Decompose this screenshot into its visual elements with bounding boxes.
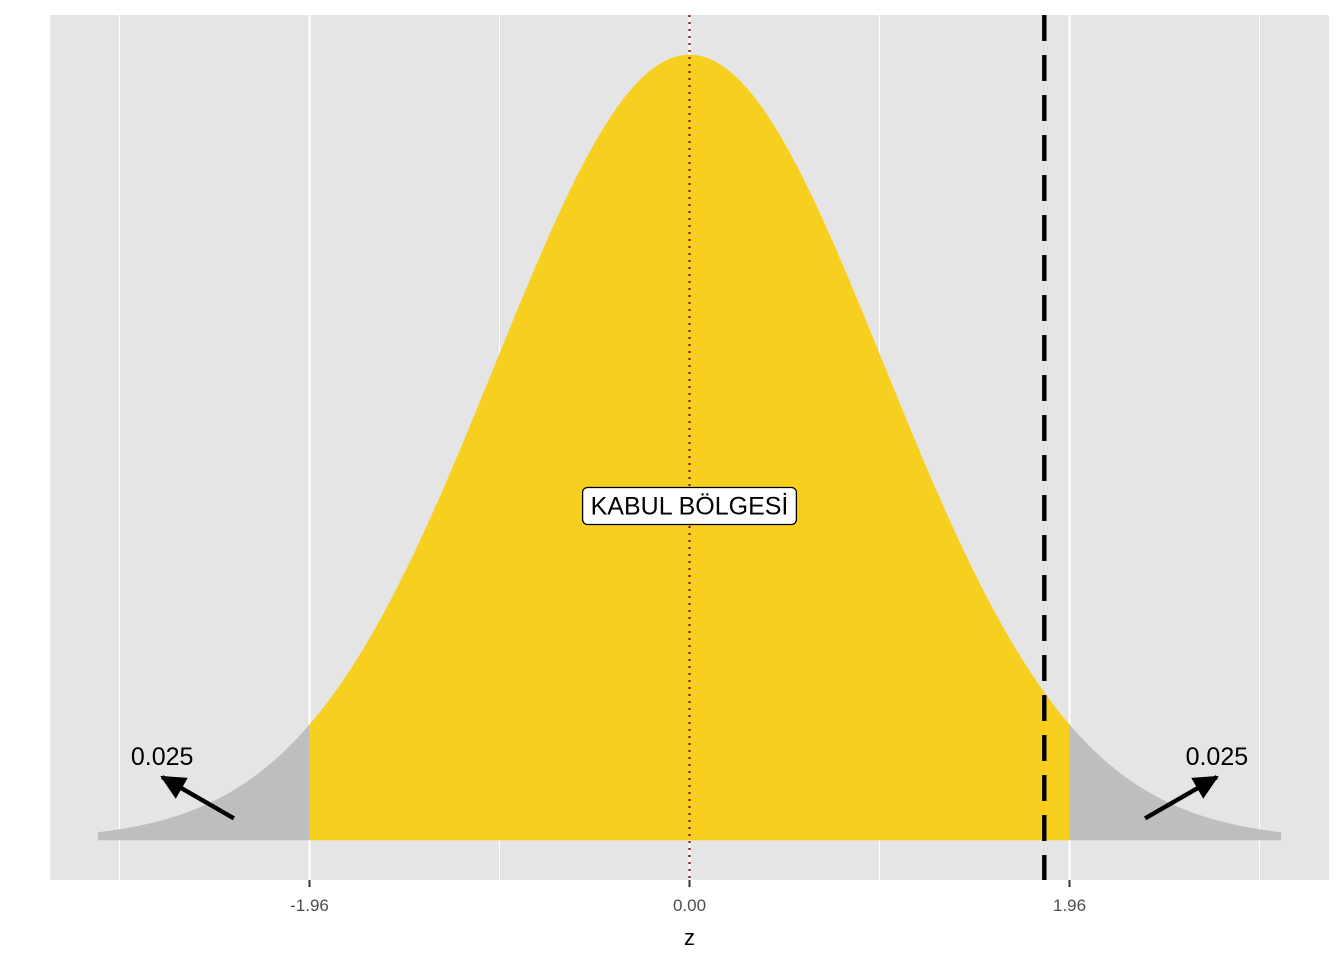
x-axis-ticks: -1.96 0.00 1.96 <box>290 880 1086 915</box>
x-axis-title: z <box>684 925 695 950</box>
x-tick-label: 1.96 <box>1053 896 1086 915</box>
left-tail-label: 0.025 <box>131 743 194 771</box>
right-tail-arrow <box>1144 775 1219 821</box>
x-tick-label: -1.96 <box>290 896 329 915</box>
label-text: KABUL BÖLGESİ <box>591 491 789 520</box>
annotations: 0.025 0.025 KABUL BÖLGESİ <box>131 486 1249 821</box>
left-tail-arrow <box>160 775 235 821</box>
vertical-reference-lines <box>688 15 1047 880</box>
right-rejection-area <box>1069 724 1282 841</box>
x-tick-label: 0.00 <box>673 896 706 915</box>
acceptance-region-label: KABUL BÖLGESİ <box>581 486 798 526</box>
arrow-head <box>160 775 188 799</box>
label-box <box>581 486 798 526</box>
right-tail-label: 0.025 <box>1186 743 1249 771</box>
left-rejection-area <box>97 724 310 841</box>
acceptance-region-area <box>309 54 1070 841</box>
density-areas <box>97 54 1282 841</box>
arrow-head <box>1191 775 1219 799</box>
